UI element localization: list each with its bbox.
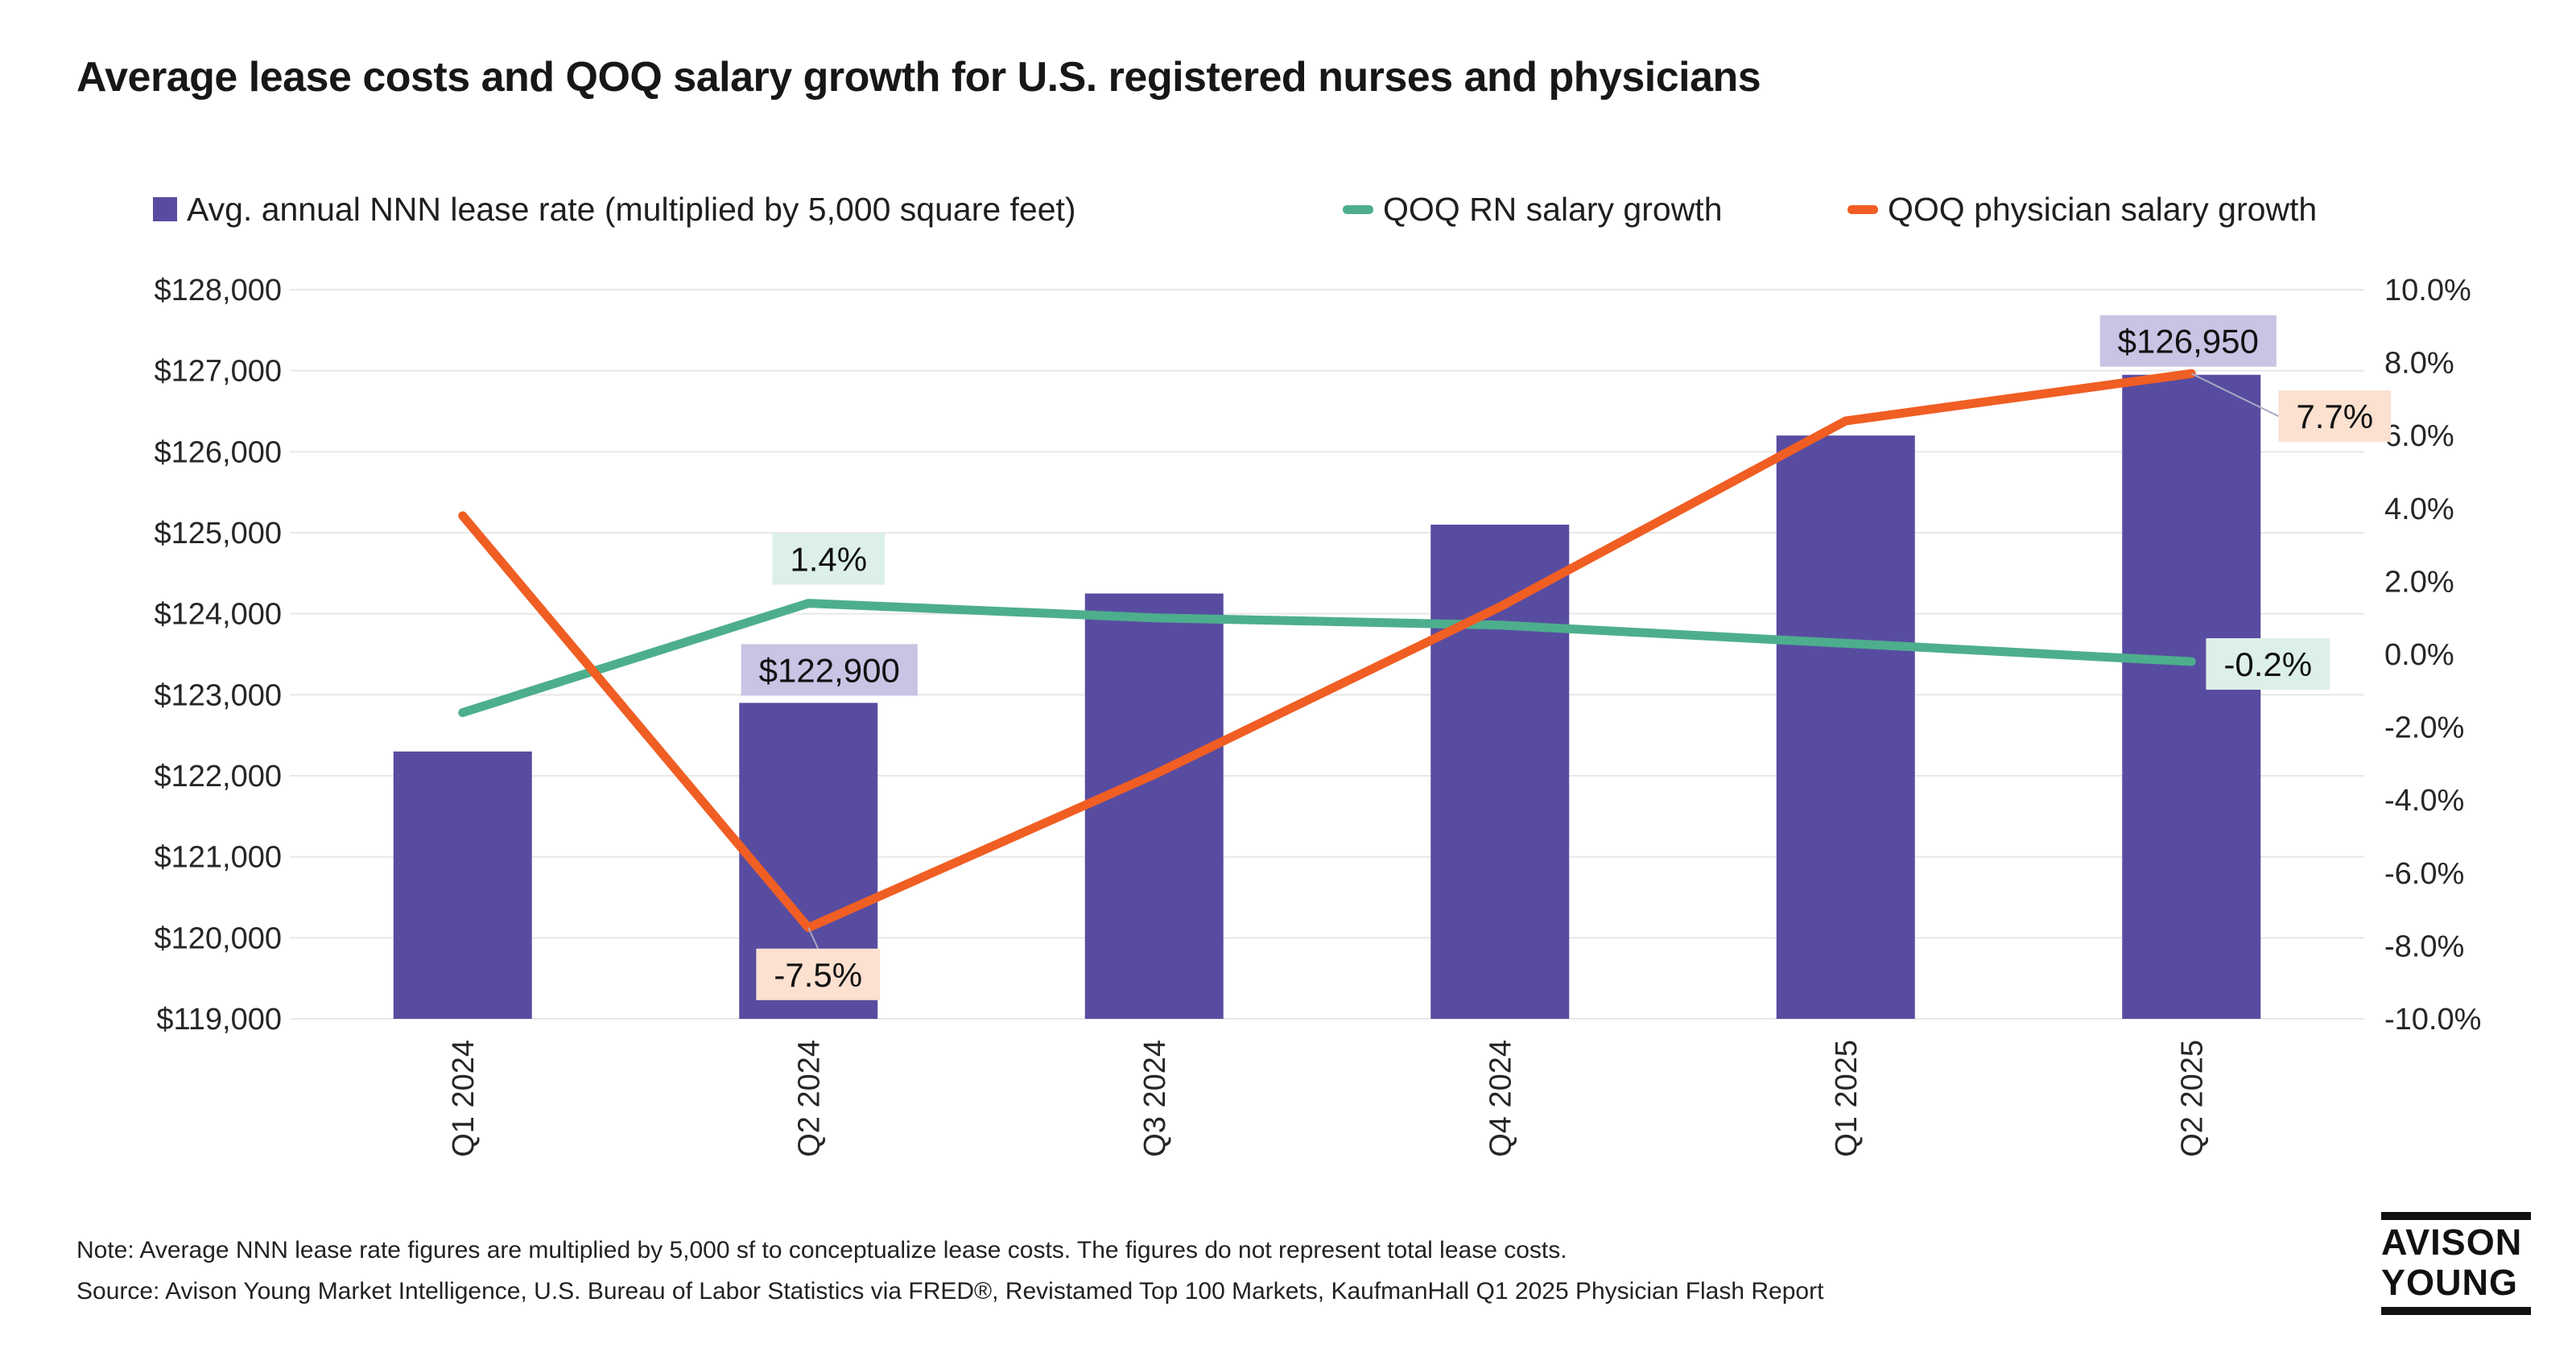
svg-text:7.7%: 7.7% (2296, 398, 2373, 435)
right-axis-tick: -2.0% (2384, 711, 2464, 745)
right-axis-tick: -10.0% (2384, 1003, 2481, 1037)
left-axis-tick: $124,000 (155, 598, 283, 632)
left-axis-tick: $122,000 (155, 760, 283, 793)
annotation-bg (772, 533, 886, 585)
right-axis-tick: 4.0% (2384, 493, 2454, 526)
left-axis-tick: $121,000 (155, 841, 283, 875)
legend-item-lease-rate: Avg. annual NNN lease rate (multiplied b… (153, 187, 1076, 232)
note-text: Note: Average NNN lease rate figures are… (76, 1237, 1567, 1263)
right-axis-tick: -4.0% (2384, 784, 2464, 818)
annotation-leader-line (807, 927, 819, 950)
annotation-$126950: $126,950 (2099, 315, 2277, 367)
x-axis-label: Q3 2024 (1138, 1040, 1172, 1157)
legend-label-lease-rate: Avg. annual NNN lease rate (multiplied b… (187, 190, 1076, 228)
bar-q1-2024 (393, 751, 532, 1019)
right-axis-tick: 8.0% (2384, 347, 2454, 381)
bar-q3-2024 (1084, 593, 1224, 1019)
annotation-7.7%: 7.7% (2190, 373, 2392, 443)
legend-item-physician-growth: QOQ physician salary growth (1847, 187, 2317, 232)
legend-item-rn-growth: QOQ RN salary growth (1343, 187, 1723, 232)
legend-label-rn-growth: QOQ RN salary growth (1383, 190, 1723, 228)
left-axis-tick: $119,000 (156, 1003, 282, 1037)
physician-growth-swatch-icon (1847, 204, 1878, 214)
svg-text:Q2 2025: Q2 2025 (2175, 1040, 2209, 1157)
annotation-leader-line (2190, 373, 2279, 418)
source-text: Source: Avison Young Market Intelligence… (76, 1278, 1824, 1305)
svg-text:$126,950: $126,950 (2118, 323, 2259, 361)
bar-q1-2025 (1776, 435, 1915, 1019)
annotation-bg (756, 948, 881, 1000)
left-axis-tick: $125,000 (155, 517, 283, 550)
svg-text:Q4 2024: Q4 2024 (1484, 1040, 1517, 1157)
phys-line (458, 369, 2196, 933)
annotation--7.5%: -7.5% (756, 927, 881, 1000)
logo-word-young: YOUNG (2381, 1262, 2519, 1303)
annotation-bg (2206, 638, 2330, 690)
right-axis-tick: 10.0% (2384, 274, 2471, 307)
logo-word-avison: AVISON (2381, 1222, 2523, 1263)
svg-text:Q3 2024: Q3 2024 (1138, 1040, 1172, 1157)
left-axis-tick: $120,000 (155, 921, 283, 955)
svg-text:$122,900: $122,900 (759, 651, 900, 689)
avison-young-logo: AVISON YOUNG (2381, 1212, 2531, 1315)
rn-line (458, 599, 2196, 717)
page-title: Average lease costs and QOQ salary growt… (76, 54, 1761, 101)
x-axis-label: Q1 2025 (1830, 1040, 1864, 1157)
rn-growth-swatch-icon (1343, 204, 1373, 214)
right-axis-tick: 0.0% (2384, 638, 2454, 672)
left-axis-tick: $127,000 (155, 355, 283, 389)
legend-label-physician-growth: QOQ physician salary growth (1888, 190, 2318, 228)
annotation--0.2%: -0.2% (2206, 638, 2330, 690)
right-axis-tick: 6.0% (2384, 419, 2454, 453)
bar-q4-2024 (1430, 524, 1570, 1019)
right-axis-tick: -6.0% (2384, 857, 2464, 891)
annotation-bg (2099, 315, 2277, 367)
left-axis-tick: $128,000 (155, 274, 283, 307)
legend: Avg. annual NNN lease rate (multiplied b… (0, 187, 2576, 232)
logo-top-bar (2381, 1212, 2531, 1220)
lease-rate-swatch-icon (153, 197, 177, 221)
annotation-bg (2278, 390, 2392, 443)
combo-chart: $128,000 $127,000 $126,000 $125,000 $124,000… (155, 274, 2482, 1157)
bar-q2-2025 (2122, 374, 2261, 1019)
left-axis-tick: $123,000 (155, 678, 283, 712)
x-axis-label: Q4 2024 (1484, 1040, 1517, 1157)
svg-text:1.4%: 1.4% (790, 541, 867, 579)
right-axis-tick: -8.0% (2384, 930, 2464, 963)
svg-text:Q1 2025: Q1 2025 (1830, 1040, 1864, 1157)
svg-text:-7.5%: -7.5% (774, 956, 862, 994)
x-axis-label: Q1 2024 (447, 1040, 481, 1157)
logo-bottom-bar (2381, 1307, 2531, 1315)
x-axis-label: Q2 2024 (792, 1040, 826, 1157)
svg-text:Q1 2024: Q1 2024 (447, 1040, 481, 1157)
svg-text:-0.2%: -0.2% (2223, 645, 2312, 683)
footnotes: Note: Average NNN lease rate figures are… (76, 1230, 1823, 1312)
annotation-1.4%: 1.4% (772, 533, 886, 585)
annotation-$122900: $122,900 (741, 644, 918, 696)
annotation-bg (741, 644, 918, 696)
svg-text:Q2 2024: Q2 2024 (792, 1040, 826, 1157)
right-axis-tick: 2.0% (2384, 565, 2454, 599)
x-axis-label: Q2 2025 (2175, 1040, 2209, 1157)
left-axis-tick: $126,000 (155, 435, 283, 469)
